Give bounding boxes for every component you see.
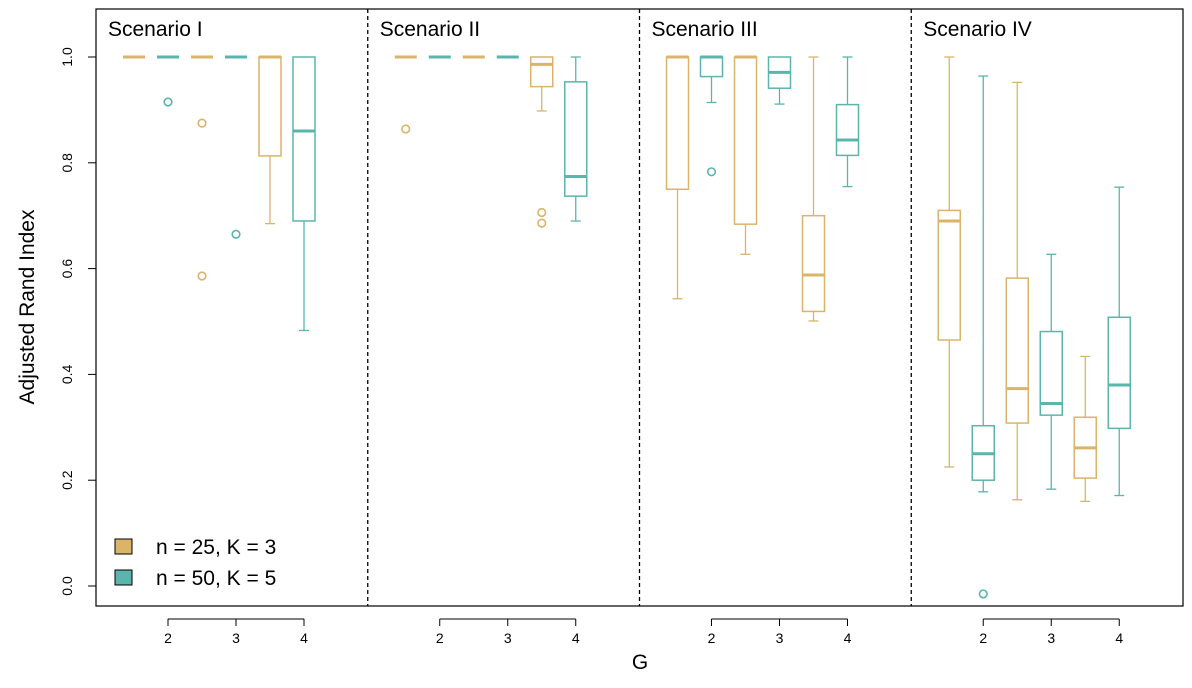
box-iqr bbox=[733, 56, 758, 225]
box-n50 bbox=[971, 75, 995, 599]
legend-swatch bbox=[114, 538, 133, 555]
boxes bbox=[123, 55, 1131, 599]
panel-titles: Scenario I Scenario II Scenario III Scenari… bbox=[108, 18, 1032, 41]
box-n50 bbox=[564, 56, 588, 222]
legend-swatch bbox=[114, 569, 133, 586]
box-iqr bbox=[699, 56, 724, 78]
y-axis-title: Adjusted Rand Index bbox=[16, 209, 39, 404]
box-n25 bbox=[665, 55, 690, 300]
outlier-point bbox=[197, 271, 207, 281]
x-tick-label: 2 bbox=[436, 630, 444, 646]
x-tick-label: 4 bbox=[300, 630, 308, 646]
box-n25 bbox=[937, 56, 961, 468]
legend-label: n = 25, K = 3 bbox=[156, 536, 276, 559]
panel-title: Scenario I bbox=[108, 18, 203, 41]
box-n25 bbox=[258, 55, 282, 225]
outlier-point bbox=[537, 218, 547, 228]
y-tick-label: 0.2 bbox=[59, 470, 75, 490]
y-tick-label: 0.4 bbox=[59, 364, 75, 384]
outlier-point bbox=[231, 229, 241, 239]
x-axis-title: G bbox=[632, 651, 648, 674]
box-iqr bbox=[665, 56, 690, 190]
panel-title: Scenario II bbox=[380, 18, 480, 41]
box-n50 bbox=[292, 56, 316, 332]
box-iqr bbox=[937, 209, 961, 341]
box-n50 bbox=[699, 55, 724, 177]
box-iqr bbox=[292, 56, 316, 222]
outlier-point bbox=[537, 207, 547, 218]
x-tick-label: 4 bbox=[572, 630, 580, 646]
box-n25 bbox=[530, 56, 554, 228]
box-iqr bbox=[835, 103, 860, 157]
box-n25 bbox=[801, 56, 826, 322]
box-iqr bbox=[258, 56, 282, 157]
x-tick-label: 3 bbox=[1047, 630, 1055, 646]
y-tick-label: 1.0 bbox=[59, 47, 75, 67]
x-tick-label: 2 bbox=[164, 630, 172, 646]
panel-title: Scenario III bbox=[652, 18, 758, 41]
y-tick-label: 0.6 bbox=[59, 259, 75, 279]
box-n50 bbox=[157, 55, 179, 107]
box-n25 bbox=[733, 55, 758, 255]
y-tick-label: 0.8 bbox=[59, 153, 75, 173]
y-axis: 0.0 0.2 0.4 0.6 0.8 1.0 bbox=[59, 47, 97, 596]
legend-label: n = 50, K = 5 bbox=[156, 567, 276, 590]
box-n50 bbox=[1039, 253, 1063, 490]
outlier-point bbox=[706, 167, 717, 177]
legend: n = 25, K = 3 n = 50, K = 5 bbox=[114, 536, 276, 590]
x-tick-label: 3 bbox=[776, 630, 784, 646]
x-tick-label: 4 bbox=[844, 630, 852, 646]
box-iqr bbox=[1039, 330, 1063, 416]
outlier-point bbox=[401, 124, 411, 134]
y-tick-label: 0.0 bbox=[59, 576, 75, 596]
panel-title: Scenario IV bbox=[923, 18, 1032, 41]
box-iqr bbox=[1107, 316, 1131, 430]
x-tick-label: 3 bbox=[504, 630, 512, 646]
x-tick-label: 2 bbox=[708, 630, 716, 646]
x-axis: 2 3 4 2 3 4 2 3 4 2 3 4 bbox=[164, 618, 1123, 646]
outlier-point bbox=[197, 118, 207, 128]
box-n50 bbox=[225, 55, 247, 239]
box-iqr bbox=[801, 214, 826, 313]
outlier-point bbox=[163, 97, 173, 107]
x-tick-label: 2 bbox=[979, 630, 987, 646]
x-tick-label: 4 bbox=[1115, 630, 1123, 646]
x-tick-label: 3 bbox=[232, 630, 240, 646]
scenario-separators bbox=[367, 9, 912, 606]
box-iqr bbox=[530, 56, 554, 88]
box-n50 bbox=[835, 56, 860, 188]
box-n50 bbox=[1107, 186, 1131, 497]
box-n25 bbox=[1005, 81, 1029, 501]
box-n50 bbox=[767, 56, 792, 105]
box-n25 bbox=[394, 55, 417, 134]
box-n25 bbox=[191, 55, 213, 281]
box-iqr bbox=[564, 81, 588, 197]
box-n25 bbox=[1073, 355, 1097, 503]
box-iqr bbox=[1005, 277, 1029, 424]
outlier-point bbox=[978, 589, 988, 599]
